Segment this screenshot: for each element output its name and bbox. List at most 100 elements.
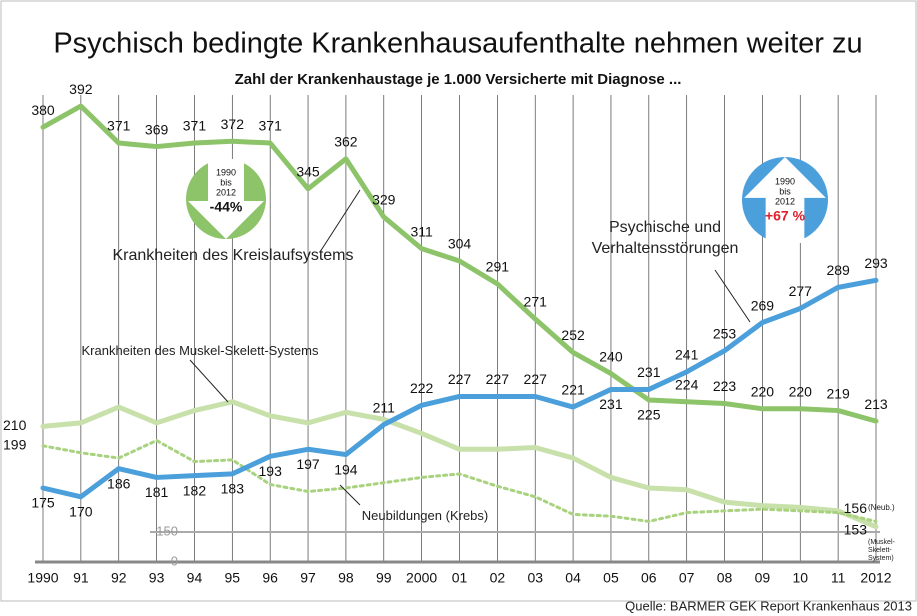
data-label: 253 — [713, 325, 737, 341]
data-label: 219 — [826, 385, 850, 401]
data-label: 293 — [864, 255, 888, 271]
data-label: 271 — [524, 294, 548, 310]
data-label: 241 — [675, 347, 699, 363]
badge-to: 2012 — [775, 196, 795, 206]
leader-lines — [189, 189, 751, 506]
data-label: 221 — [561, 382, 585, 398]
data-label: 193 — [259, 463, 283, 479]
data-label: 186 — [107, 475, 131, 491]
x-tick-label: 10 — [792, 570, 808, 586]
badge-to: 2012 — [216, 187, 236, 197]
data-label: 182 — [183, 482, 207, 498]
data-label: 362 — [334, 134, 358, 150]
series-name: Neubildungen (Krebs) — [361, 508, 489, 523]
data-label: 213 — [864, 396, 888, 412]
data-label: 227 — [448, 371, 472, 387]
x-tick-label: 05 — [603, 570, 619, 586]
data-label: 153 — [844, 521, 868, 537]
data-label: 277 — [789, 283, 813, 299]
y-break-label: 0 — [171, 553, 178, 568]
data-label: 231 — [599, 396, 623, 412]
x-tick-label: 98 — [338, 570, 354, 586]
data-label: 291 — [486, 259, 510, 275]
data-label: 231 — [637, 364, 661, 380]
data-label: 181 — [145, 484, 169, 500]
data-label: 183 — [221, 481, 245, 497]
x-tick-label: 2012 — [860, 570, 891, 586]
leader — [714, 269, 751, 323]
x-tick-label: 91 — [73, 570, 89, 586]
x-tick-label: 03 — [527, 570, 543, 586]
end-note: (Neub.) — [868, 503, 895, 513]
badge-change: +67 % — [765, 208, 806, 224]
data-label: 194 — [334, 461, 358, 477]
end-note: (Muskel-Skelett-System) — [868, 538, 895, 562]
chart-title: Psychisch bedingte Krankenhausaufenthalt… — [53, 28, 862, 60]
data-label: 197 — [296, 456, 320, 472]
data-label: 222 — [410, 380, 434, 396]
data-label: 329 — [372, 192, 396, 208]
data-label: 225 — [637, 407, 661, 423]
data-label: 380 — [31, 102, 55, 118]
badge-connector: bis — [779, 186, 791, 196]
data-label: 220 — [789, 384, 813, 400]
badge-change: -44% — [210, 199, 243, 215]
x-tick-label: 93 — [149, 570, 165, 586]
data-label: 269 — [751, 297, 775, 313]
data-label: 199 — [3, 436, 27, 452]
data-label: 210 — [3, 417, 27, 433]
data-label: 224 — [675, 376, 699, 392]
data-label: 240 — [599, 348, 623, 364]
x-tick-label: 96 — [262, 570, 278, 586]
x-tick-label: 92 — [111, 570, 127, 586]
data-label: 170 — [69, 504, 93, 520]
data-label: 371 — [259, 118, 283, 134]
badge-from: 1990 — [216, 167, 236, 177]
x-tick-label: 02 — [490, 570, 506, 586]
badge-arrow — [188, 159, 264, 239]
badge-connector: bis — [220, 177, 232, 187]
series-line — [40, 103, 879, 424]
x-tick-label: 07 — [679, 570, 695, 586]
leader — [339, 484, 361, 506]
x-tick-label: 95 — [225, 570, 241, 586]
series-line — [41, 438, 878, 523]
frame — [0, 0, 917, 602]
x-tick-label: 01 — [452, 570, 468, 586]
data-label: 211 — [373, 399, 396, 415]
series-name: Krankheiten des Kreislaufsystems — [112, 247, 354, 264]
data-label: 220 — [751, 384, 775, 400]
data-label: 289 — [826, 262, 850, 278]
series-name: Psychische und Verhaltensstörungen — [591, 219, 739, 257]
data-label: 175 — [31, 495, 55, 511]
x-tick-label: 1990 — [27, 570, 58, 586]
leader — [319, 189, 361, 253]
data-label: 311 — [410, 223, 433, 239]
y-tick-label: 150 — [156, 523, 178, 538]
x-tick-label: 11 — [831, 570, 846, 586]
x-tick-label: 94 — [187, 570, 203, 586]
data-label: 223 — [713, 378, 737, 394]
x-tick-label: 99 — [376, 570, 392, 586]
data-label: 252 — [561, 327, 585, 343]
series-name: Krankheiten des Muskel-Skelett-Systems — [81, 343, 319, 358]
series-line — [40, 277, 879, 500]
chart-subtitle: Zahl der Krankenhaustage je 1.000 Versic… — [235, 71, 682, 88]
badge-arrow — [744, 157, 826, 243]
data-label: 392 — [69, 81, 93, 97]
data-label: 345 — [296, 164, 320, 180]
source: Quelle: BARMER GEK Report Krankenhaus 20… — [625, 598, 912, 613]
data-label: 227 — [524, 371, 548, 387]
x-tick-label: 2000 — [406, 570, 437, 586]
x-tick-label: 08 — [717, 570, 733, 586]
data-label: 227 — [486, 371, 510, 387]
x-tick-label: 04 — [565, 570, 581, 586]
leader — [189, 359, 229, 403]
data-label: 372 — [221, 116, 245, 132]
x-tick-label: 06 — [641, 570, 657, 586]
series-line — [40, 399, 879, 530]
data-label: 371 — [183, 118, 207, 134]
data-label: 369 — [145, 121, 169, 137]
